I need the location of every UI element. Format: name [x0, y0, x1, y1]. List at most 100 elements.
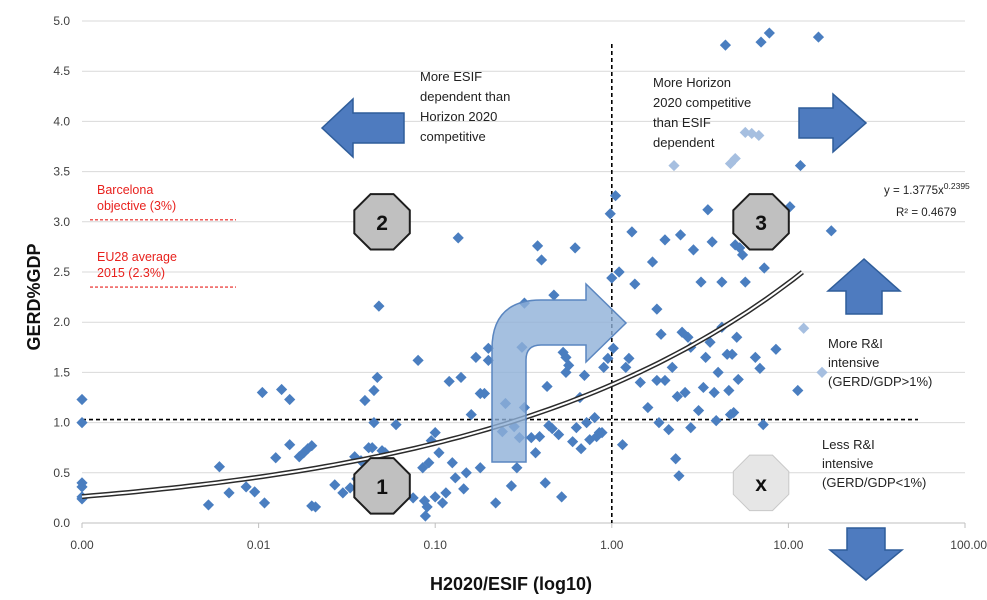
data-point [359, 394, 371, 407]
data-point [578, 369, 591, 382]
data-point-light [668, 159, 680, 172]
data-point [560, 366, 572, 378]
data-point [673, 470, 685, 482]
reference-label: objective (3%) [97, 199, 176, 213]
data-point [412, 354, 424, 366]
data-point [465, 408, 477, 421]
x-tick-label: 100.00 [950, 538, 987, 552]
reference-label: 2015 (2.3%) [97, 266, 165, 280]
data-point [470, 351, 482, 363]
region-octagon [732, 454, 790, 512]
data-point [606, 272, 618, 284]
data-point [726, 348, 738, 360]
data-point [812, 31, 825, 43]
region-label: 2 [376, 212, 388, 235]
data-point [792, 384, 804, 397]
data-point [270, 452, 282, 464]
data-point [692, 404, 705, 417]
data-point [533, 431, 546, 443]
annotation-top_left: dependent than [420, 89, 510, 104]
data-point [556, 491, 568, 503]
data-point [723, 384, 735, 397]
data-point [482, 354, 494, 366]
annotation-top_left: competitive [420, 129, 486, 144]
y-tick-label: 4.0 [53, 114, 70, 128]
data-point [293, 451, 305, 463]
data-point [663, 424, 675, 436]
data-point [366, 442, 378, 454]
y-tick-label: 3.0 [53, 215, 70, 229]
data-point [240, 481, 252, 493]
data-point [417, 462, 429, 474]
data-point [754, 362, 766, 374]
data-point-light [753, 129, 765, 142]
y-axis-title: GERD%GDP [24, 243, 44, 350]
data-point [429, 491, 441, 503]
right-arrow [798, 92, 868, 154]
data-point [436, 497, 449, 509]
data-point [407, 492, 419, 504]
reference-label: EU28 average [97, 250, 177, 264]
data-point [770, 343, 782, 355]
data-point [581, 417, 593, 429]
data-point [609, 190, 622, 202]
trendline-outer [81, 270, 804, 500]
data-point [607, 342, 619, 354]
annotation-top_left: More ESIF [420, 69, 482, 84]
x-axis-title: H2020/ESIF (log10) [430, 574, 592, 594]
data-point [541, 380, 553, 393]
data-point [276, 383, 288, 396]
data-point [685, 422, 697, 434]
curved-arrow [491, 282, 628, 463]
data-point [329, 479, 341, 491]
annotation-top_right: More Horizon [653, 75, 731, 90]
data-point [76, 417, 88, 429]
data-point [349, 451, 361, 463]
data-point [702, 204, 714, 216]
data-point [584, 434, 596, 446]
y-tick-label: 1.0 [53, 416, 70, 430]
data-point [710, 414, 722, 427]
data-point [732, 373, 744, 386]
data-point [749, 351, 761, 363]
data-point [446, 457, 458, 469]
data-point [716, 276, 728, 288]
data-point [687, 244, 700, 256]
data-point [758, 262, 770, 274]
data-point [613, 266, 625, 278]
data-point [734, 242, 746, 254]
region-label: x [755, 473, 767, 496]
data-point [676, 326, 688, 338]
x-tick-label: 0.01 [247, 538, 271, 552]
up-arrow [826, 257, 902, 315]
y-tick-label: 3.5 [53, 165, 70, 179]
data-point [458, 483, 470, 495]
data-point [258, 497, 271, 509]
data-point [298, 447, 310, 459]
data-point [704, 336, 716, 348]
data-point [659, 374, 671, 387]
data-point [419, 510, 431, 522]
data-point [449, 472, 461, 484]
data-point [700, 351, 712, 363]
data-point [651, 374, 663, 387]
data-point [728, 406, 740, 419]
data-point [697, 381, 709, 394]
data-point [539, 477, 551, 489]
region-octagon [353, 193, 411, 251]
annotation-more_intensive: More R&I [828, 336, 883, 351]
data-point [602, 352, 614, 364]
region-markers: 1 2 3 x [353, 193, 790, 515]
data-point [373, 300, 385, 312]
annotation-less_intensive: (GERD/GDP<1%) [822, 475, 926, 490]
data-point [623, 352, 635, 364]
data-point [666, 361, 678, 373]
x-tick-label: 10.00 [773, 538, 803, 552]
y-tick-label: 0.5 [53, 466, 70, 480]
data-point [429, 427, 441, 439]
data-points [76, 27, 837, 522]
data-point [825, 225, 837, 237]
left-arrow [320, 97, 405, 159]
data-point [548, 289, 560, 301]
annotation-top_right: dependent [653, 135, 715, 150]
